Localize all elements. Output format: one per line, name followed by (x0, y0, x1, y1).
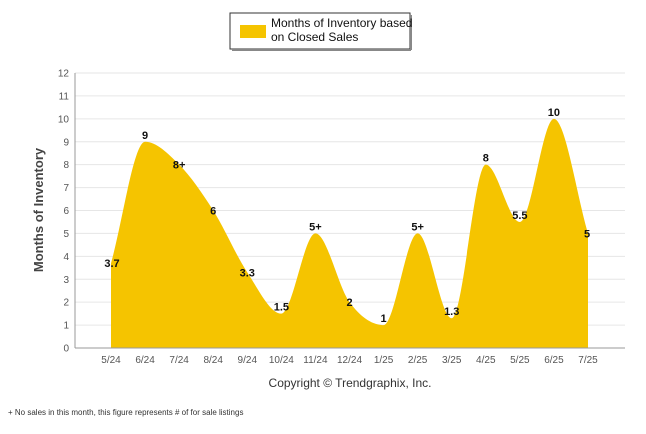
area-fill (111, 118, 588, 348)
legend-swatch (240, 25, 266, 38)
data-label: 10 (548, 107, 560, 119)
x-axis-ticks: 5/24 6/24 7/24 8/24 9/24 10/24 11/24 12/24 1/25 2… (101, 355, 598, 366)
y-tick-label: 10 (58, 114, 70, 125)
x-tick-label: 9/24 (238, 355, 258, 366)
data-label: 5 (584, 228, 590, 240)
footnote-text: + No sales in this month, this figure re… (8, 408, 243, 417)
data-labels: 3.7 9 8+ 6 3.3 1.5 5+ 2 1 5+ 1.3 8 5.5 10 5 (104, 107, 590, 325)
x-tick-label: 11/24 (303, 355, 328, 366)
x-tick-label: 5/25 (510, 355, 530, 366)
data-label: 3.7 (104, 258, 119, 270)
data-label: 5.5 (512, 210, 527, 222)
y-tick-label: 3 (63, 275, 69, 286)
x-tick-label: 8/24 (203, 355, 223, 366)
x-tick-label: 6/25 (544, 355, 564, 366)
y-tick-label: 8 (63, 160, 69, 171)
x-tick-label: 1/25 (374, 355, 394, 366)
data-label: 9 (142, 130, 148, 142)
y-tick-label: 12 (58, 69, 70, 80)
y-axis-label: Months of Inventory (31, 147, 46, 272)
data-label: 1.3 (444, 306, 459, 318)
data-label: 5+ (309, 221, 322, 233)
copyright-text: Copyright © Trendgraphix, Inc. (269, 376, 432, 390)
y-tick-label: 11 (59, 91, 70, 102)
axes (74, 73, 625, 349)
data-label: 2 (346, 297, 352, 309)
legend-line-1: Months of Inventory based (271, 16, 412, 30)
x-tick-label: 7/25 (578, 355, 598, 366)
y-tick-label: 2 (63, 298, 69, 309)
y-tick-label: 1 (63, 321, 69, 332)
y-tick-label: 0 (63, 344, 69, 355)
y-tick-label: 6 (63, 206, 69, 217)
legend: Months of Inventory based on Closed Sale… (229, 12, 412, 51)
x-tick-label: 12/24 (337, 355, 362, 366)
x-tick-label: 10/24 (269, 355, 294, 366)
area-series (110, 118, 589, 348)
data-label: 1 (381, 313, 387, 325)
data-label: 1.5 (274, 302, 289, 314)
data-label: 6 (210, 206, 216, 218)
data-label: 8+ (173, 160, 186, 172)
data-label: 5+ (411, 221, 424, 233)
legend-line-2: on Closed Sales (271, 30, 358, 44)
x-tick-label: 5/24 (101, 355, 121, 366)
x-tick-label: 3/25 (442, 355, 462, 366)
y-tick-label: 4 (63, 252, 69, 263)
data-label: 3.3 (240, 267, 255, 279)
x-tick-label: 2/25 (408, 355, 428, 366)
y-tick-label: 9 (63, 137, 69, 148)
y-tick-label: 7 (63, 183, 69, 194)
x-tick-label: 7/24 (169, 355, 189, 366)
data-label: 8 (483, 153, 489, 165)
x-tick-label: 4/25 (476, 355, 496, 366)
x-tick-label: 6/24 (135, 355, 155, 366)
y-tick-label: 5 (63, 229, 69, 240)
